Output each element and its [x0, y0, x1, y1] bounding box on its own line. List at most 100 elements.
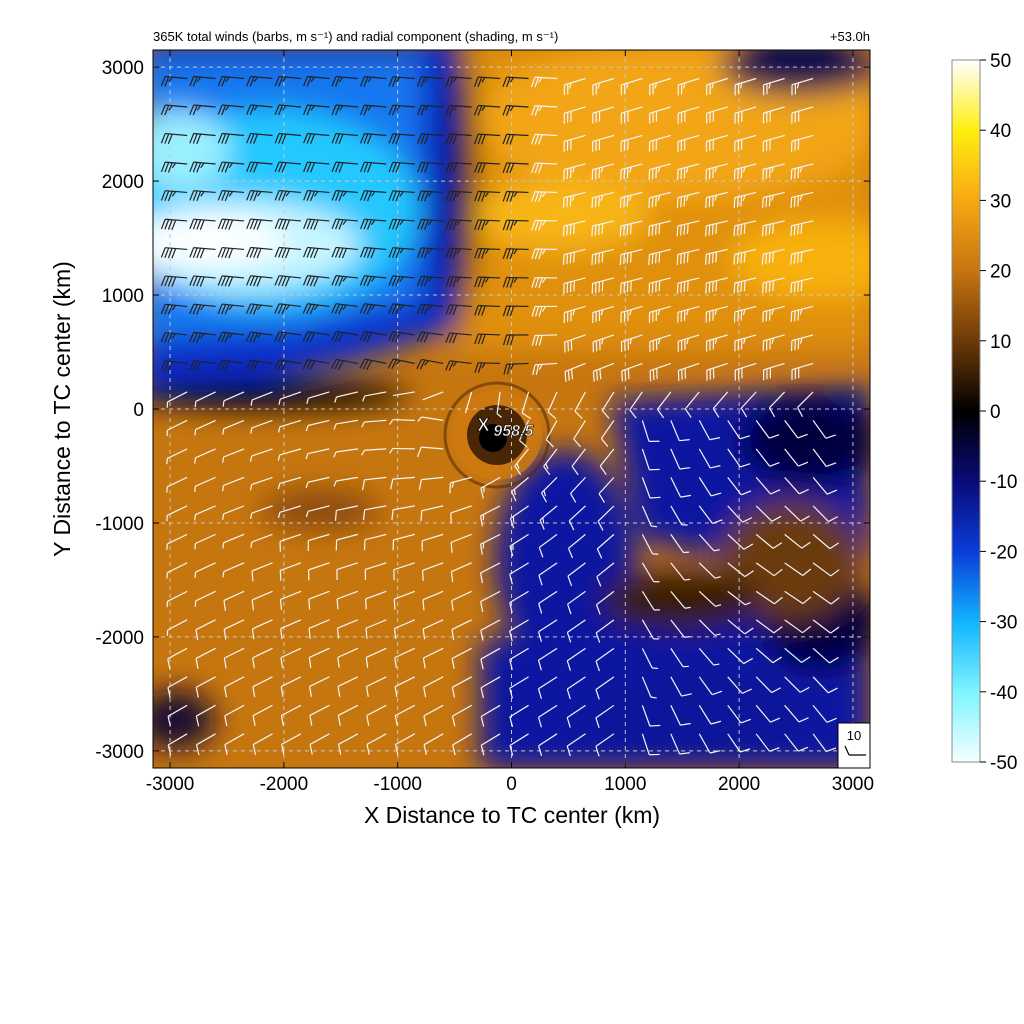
- wind-barb: [601, 391, 615, 419]
- wind-barb: [222, 476, 245, 492]
- wind-barb: [727, 676, 752, 694]
- wind-barb: [195, 619, 216, 641]
- wind-barb: [755, 420, 780, 439]
- wind-barb: [620, 163, 643, 180]
- wind-barb: [812, 619, 840, 634]
- wind-barb: [365, 619, 387, 639]
- wind-barb: [641, 591, 660, 611]
- wind-barb: [279, 590, 302, 610]
- wind-barb: [537, 647, 558, 671]
- wind-barb: [784, 448, 809, 467]
- wind-barb: [166, 619, 188, 636]
- wind-barb: [573, 420, 586, 448]
- wind-barb: [619, 191, 643, 209]
- wind-barb: [337, 676, 359, 697]
- wind-barb: [451, 676, 472, 698]
- colorbar-tick-label: -20: [990, 542, 1017, 563]
- wind-barb: [335, 533, 359, 551]
- wind-barb: [531, 277, 558, 288]
- wind-barb: [331, 104, 358, 116]
- wind-barb: [309, 704, 330, 726]
- wind-barb: [591, 220, 615, 237]
- wind-barb: [733, 248, 757, 265]
- wind-barb: [530, 133, 558, 145]
- wind-barb: [250, 533, 273, 548]
- wind-barb: [302, 303, 330, 315]
- wind-barb: [670, 705, 691, 726]
- wind-barb: [189, 161, 216, 173]
- wind-barb: [670, 505, 688, 526]
- wind-barb: [509, 704, 529, 728]
- wind-barb: [595, 590, 615, 615]
- wind-barb: [277, 419, 302, 433]
- wind-barb: [734, 362, 757, 381]
- wind-barb: [641, 705, 661, 727]
- wind-barb: [423, 733, 444, 756]
- wind-barb: [280, 704, 302, 726]
- wind-barb: [641, 448, 660, 471]
- wind-barb: [449, 476, 472, 494]
- wind-barb: [249, 476, 273, 491]
- wind-barb: [307, 533, 330, 552]
- wind-barb: [360, 190, 387, 202]
- wind-barb: [812, 733, 837, 753]
- wind-barb: [305, 476, 330, 488]
- wind-barb: [217, 190, 245, 202]
- wind-barb: [251, 590, 273, 611]
- wind-barb: [246, 161, 273, 173]
- wind-barb: [784, 733, 809, 752]
- wind-barb: [303, 132, 330, 145]
- tc-center-marker: X 958.5: [477, 415, 535, 441]
- wind-barb: [812, 448, 837, 468]
- wind-barb: [274, 303, 302, 315]
- wind-barb: [670, 420, 690, 442]
- forecast-hour: +53.0h: [830, 29, 870, 44]
- wind-barb: [812, 476, 838, 495]
- wind-barb: [331, 161, 358, 173]
- wind-barb: [649, 334, 672, 352]
- wind-barb: [812, 676, 838, 694]
- wind-barb: [641, 534, 659, 555]
- wind-barb: [698, 505, 723, 525]
- wind-barb: [388, 133, 415, 145]
- wind-barb: [365, 590, 387, 610]
- wind-barb: [160, 161, 188, 173]
- wind-barb: [755, 533, 783, 549]
- colorbar-tick-label: -50: [990, 753, 1017, 774]
- wind-barb: [698, 448, 721, 469]
- wind-barb: [676, 248, 700, 265]
- wind-barb: [677, 77, 700, 96]
- wind-barb: [761, 220, 785, 237]
- wind-barb: [705, 191, 728, 209]
- wind-barb: [217, 331, 245, 343]
- x-tick-label: -1000: [373, 774, 422, 795]
- wind-barb: [246, 132, 273, 145]
- wind-barb: [648, 305, 671, 323]
- wind-barb: [592, 77, 615, 96]
- wind-barb: [336, 590, 359, 610]
- colorbar-gradient: [951, 59, 981, 763]
- wind-barb: [416, 76, 444, 87]
- wind-barb: [217, 132, 245, 145]
- y-tick-label: 0: [133, 400, 144, 421]
- wind-barb: [223, 590, 245, 611]
- wind-barb: [670, 590, 691, 609]
- wind-barb: [727, 448, 751, 468]
- wind-barb: [167, 733, 188, 756]
- wind-barb: [790, 134, 814, 152]
- wind-barb: [223, 647, 245, 669]
- wind-barb: [509, 619, 529, 642]
- wind-barb: [305, 448, 330, 460]
- wind-barb: [222, 419, 245, 435]
- wind-barb: [479, 533, 501, 555]
- wind-barb: [733, 191, 757, 209]
- wind-barb: [543, 448, 558, 476]
- wind-barb: [245, 359, 273, 371]
- wind-barb: [670, 619, 691, 638]
- colorbar-tick-label: -10: [990, 472, 1017, 493]
- wind-barb: [445, 190, 472, 202]
- wind-barb: [649, 77, 672, 96]
- wind-barb: [547, 391, 558, 420]
- wind-barb: [521, 391, 532, 420]
- wind-barb: [569, 476, 586, 503]
